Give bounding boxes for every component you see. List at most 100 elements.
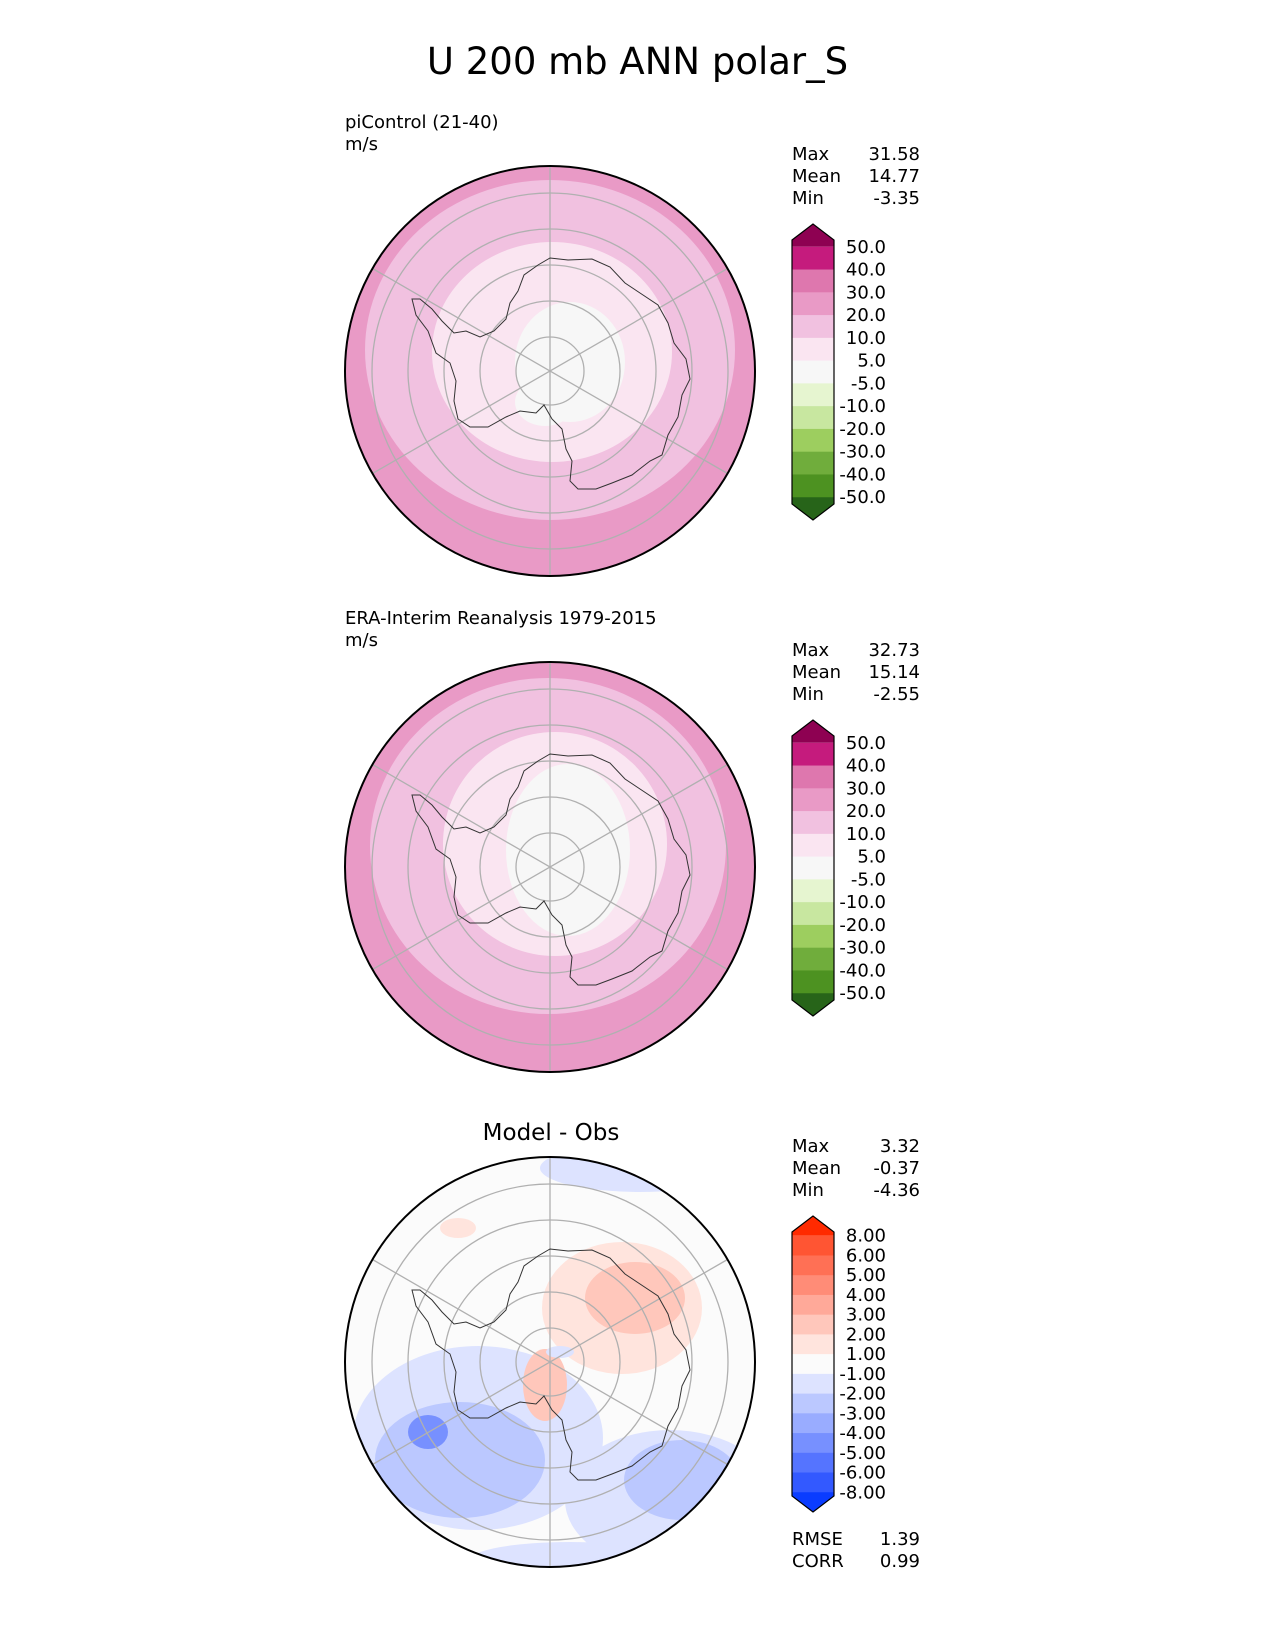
metric-rmse: RMSE 1.39: [792, 1529, 920, 1550]
colorbar-3: 8.006.005.004.003.002.001.00-1.00-2.00-3…: [791, 1215, 886, 1513]
colorbar-segment: [792, 315, 834, 339]
colorbar-segment: [792, 1275, 834, 1296]
colorbar-outline: [791, 719, 835, 1017]
colorbar-segment: [792, 292, 834, 316]
colorbar-tick-label: 40.0: [846, 756, 886, 777]
colorbar-tick-label: 50.0: [846, 237, 886, 258]
colorbar-segment: [792, 742, 834, 767]
colorbar-tick-label: 2.00: [846, 1324, 886, 1345]
colorbar-tick-label: -20.0: [839, 915, 886, 936]
colorbar-tick-label: -10.0: [839, 892, 886, 913]
colorbar-tick-label: 30.0: [846, 282, 886, 303]
colorbar-tick-label: 20.0: [846, 801, 886, 822]
colorbar-tick-label: -5.0: [851, 373, 886, 394]
panel-1-units: m/s: [345, 134, 378, 155]
colorbar-segment: [792, 1413, 834, 1434]
colorbar-tick-label: -50.0: [839, 983, 886, 1004]
panel-1-stats: Max 31.58 Mean 14.77 Min -3.35: [792, 144, 920, 210]
colorbar-segment: [792, 765, 834, 789]
panel-3-title: Model - Obs: [482, 1120, 620, 1146]
colorbar-segment: [792, 811, 834, 835]
colorbar-1: 50.040.030.020.010.05.0-5.0-10.0-20.0-30…: [791, 223, 886, 521]
colorbar-outline: [791, 223, 835, 521]
colorbar-tick-label: -5.0: [851, 869, 886, 890]
colorbar-tick-label: -2.00: [839, 1384, 886, 1405]
colorbar-tick-label: 4.00: [846, 1285, 886, 1306]
colorbar-tick-label: -6.00: [839, 1463, 886, 1484]
panel-1-title: piControl (21-40): [345, 112, 499, 133]
colorbar-tick-label: -4.00: [839, 1423, 886, 1444]
stat-max: Max 31.58: [792, 144, 920, 165]
colorbar-segment: [792, 246, 834, 271]
colorbar-segment: [792, 1314, 834, 1335]
colorbar-segment: [792, 1433, 834, 1454]
map-panel-3: [344, 1156, 756, 1568]
colorbar-segment: [792, 451, 834, 475]
colorbar-segment: [792, 1393, 834, 1414]
colorbar-tick-label: 20.0: [846, 305, 886, 326]
map-panel-1: [344, 165, 756, 577]
colorbar-segment: [792, 947, 834, 971]
colorbar-tick-label: 5.0: [857, 847, 886, 868]
colorbar-segment: [792, 879, 834, 903]
colorbar-segment: [792, 224, 834, 247]
colorbar-tick-label: 1.00: [846, 1344, 886, 1365]
colorbar-tick-label: -50.0: [839, 487, 886, 508]
colorbar-tick-label: -30.0: [839, 442, 886, 463]
colorbar-segment: [792, 497, 834, 520]
colorbar-tick-label: -1.00: [839, 1364, 886, 1385]
panel-2-stats: Max 32.73 Mean 15.14 Min -2.55: [792, 640, 920, 706]
colorbar-segment: [792, 1452, 834, 1474]
colorbar-segment: [792, 720, 834, 743]
stat-max: Max 3.32: [792, 1136, 920, 1157]
colorbar-segment: [792, 993, 834, 1016]
panel-2-header: ERA-Interim Reanalysis 1979-2015 m/s: [345, 608, 657, 652]
colorbar-tick-label: 10.0: [846, 328, 886, 349]
colorbar-tick-label: 50.0: [846, 733, 886, 754]
stat-max: Max 32.73: [792, 640, 920, 661]
colorbar-tick-label: 6.00: [846, 1245, 886, 1266]
colorbar-segment: [792, 970, 834, 994]
colorbar-segment: [792, 1235, 834, 1256]
colorbar-segment: [792, 924, 834, 949]
stat-min: Min -3.35: [792, 188, 920, 209]
colorbar-tick-label: 10.0: [846, 824, 886, 845]
metric-corr: CORR 0.99: [792, 1551, 920, 1572]
colorbar-segment: [792, 360, 834, 384]
colorbar-segment: [792, 1216, 834, 1236]
colorbar-tick-label: -40.0: [839, 464, 886, 485]
colorbar-tick-label: 8.00: [846, 1226, 886, 1247]
colorbar-tick-label: -30.0: [839, 938, 886, 959]
map-panel-2: [344, 661, 756, 1073]
colorbar-segment: [792, 788, 834, 812]
panel-2-title: ERA-Interim Reanalysis 1979-2015: [345, 608, 657, 629]
colorbar-tick-label: 5.00: [846, 1265, 886, 1286]
colorbar-segment: [792, 1354, 834, 1375]
colorbar-outline: [791, 1215, 835, 1513]
colorbar-tick-label: 5.0: [857, 351, 886, 372]
colorbar-segment: [792, 1334, 834, 1355]
colorbar-tick-label: -20.0: [839, 419, 886, 440]
colorbar-tick-label: 40.0: [846, 260, 886, 281]
colorbar-segment: [792, 474, 834, 498]
colorbar-segment: [792, 383, 834, 407]
colorbar-segment: [792, 337, 834, 362]
colorbar-tick-label: -40.0: [839, 960, 886, 981]
colorbar-segment: [792, 1255, 834, 1276]
colorbar-segment: [792, 428, 834, 453]
colorbar-segment: [792, 1373, 834, 1395]
colorbar-segment: [792, 406, 834, 430]
colorbar-tick-label: 3.00: [846, 1305, 886, 1326]
colorbar-tick-label: -3.00: [839, 1403, 886, 1424]
stat-mean: Mean 14.77: [792, 166, 920, 187]
colorbar-segment: [792, 856, 834, 880]
panel-3-stats: Max 3.32 Mean -0.37 Min -4.36: [792, 1136, 920, 1202]
colorbar-tick-label: -8.00: [839, 1482, 886, 1503]
stat-mean: Mean 15.14: [792, 662, 920, 683]
colorbar-tick-label: -10.0: [839, 396, 886, 417]
panel-1-header: piControl (21-40) m/s: [345, 112, 499, 156]
colorbar-segment: [792, 1294, 834, 1316]
stat-mean: Mean -0.37: [792, 1158, 920, 1179]
colorbar-segment: [792, 902, 834, 926]
